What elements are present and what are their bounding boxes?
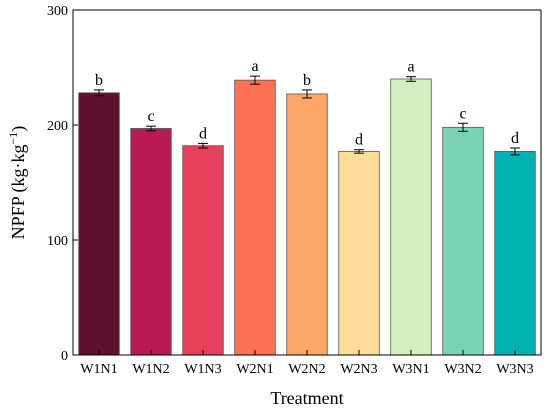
significance-label-w1n3: d — [199, 125, 207, 142]
bar-w3n1 — [390, 78, 432, 356]
x-axis-ticks: W1N1 W1N2 W1N3 W2N1 W2N2 W2N3 W3N1 W3N2 W3N3 — [80, 350, 534, 377]
x-tick-label-w2n1: W2N1 — [236, 362, 273, 377]
error-bar-w3n2 — [458, 122, 468, 132]
bar-w2n1 — [234, 79, 276, 356]
significance-labels-layer: b c d a b d a c d — [95, 58, 519, 149]
y-tick-label: 200 — [47, 119, 68, 134]
error-bar-w1n3 — [198, 142, 208, 149]
significance-label-w1n2: c — [147, 108, 154, 125]
significance-label-w3n1: a — [407, 59, 414, 76]
bars-layer — [78, 78, 536, 356]
y-axis-ticks: 0 100 200 300 — [47, 4, 78, 364]
x-tick-label-w3n2: W3N2 — [444, 362, 481, 377]
bar-w1n2 — [130, 128, 172, 356]
x-tick-label-w2n2: W2N2 — [288, 362, 325, 377]
y-tick-label: 0 — [61, 349, 68, 364]
y-tick-label: 100 — [47, 234, 68, 249]
significance-label-w3n3: d — [511, 130, 519, 147]
error-bar-w2n1 — [250, 75, 260, 85]
y-axis-title: NPFP (kg·kg−1) — [6, 126, 29, 240]
y-tick-label: 300 — [47, 4, 68, 19]
significance-label-w2n1: a — [251, 58, 258, 75]
x-axis-title: Treatment — [270, 388, 343, 408]
error-bar-w2n3 — [354, 149, 364, 154]
error-bars-layer — [94, 75, 520, 156]
bar-w2n2 — [286, 93, 328, 356]
x-tick-label-w3n1: W3N1 — [392, 362, 429, 377]
error-bar-w1n2 — [146, 125, 156, 132]
error-bar-w3n1 — [406, 76, 416, 82]
x-tick-label-w1n1: W1N1 — [80, 362, 117, 377]
bar-w3n3 — [494, 151, 536, 356]
x-tick-label-w1n2: W1N2 — [132, 362, 169, 377]
x-tick-label-w2n3: W2N3 — [340, 362, 377, 377]
error-bar-w3n3 — [510, 147, 520, 156]
y-axis-title-suffix: ) — [8, 126, 29, 132]
error-bar-w1n1 — [94, 89, 104, 97]
y-axis-title-text: NPFP (kg·kg — [8, 144, 29, 239]
significance-label-w2n2: b — [303, 72, 311, 89]
bar-w1n1 — [78, 92, 120, 356]
x-tick-label-w1n3: W1N3 — [184, 362, 221, 377]
bar-w3n2 — [442, 126, 484, 356]
significance-label-w3n2: c — [459, 105, 466, 122]
error-bar-w2n2 — [302, 89, 312, 99]
significance-label-w2n3: d — [355, 132, 363, 149]
significance-label-w1n1: b — [95, 72, 103, 89]
bar-w2n3 — [338, 151, 380, 356]
bar-w1n3 — [182, 145, 224, 356]
y-axis-title-superscript: −1 — [6, 132, 20, 145]
x-tick-label-w3n3: W3N3 — [496, 362, 533, 377]
